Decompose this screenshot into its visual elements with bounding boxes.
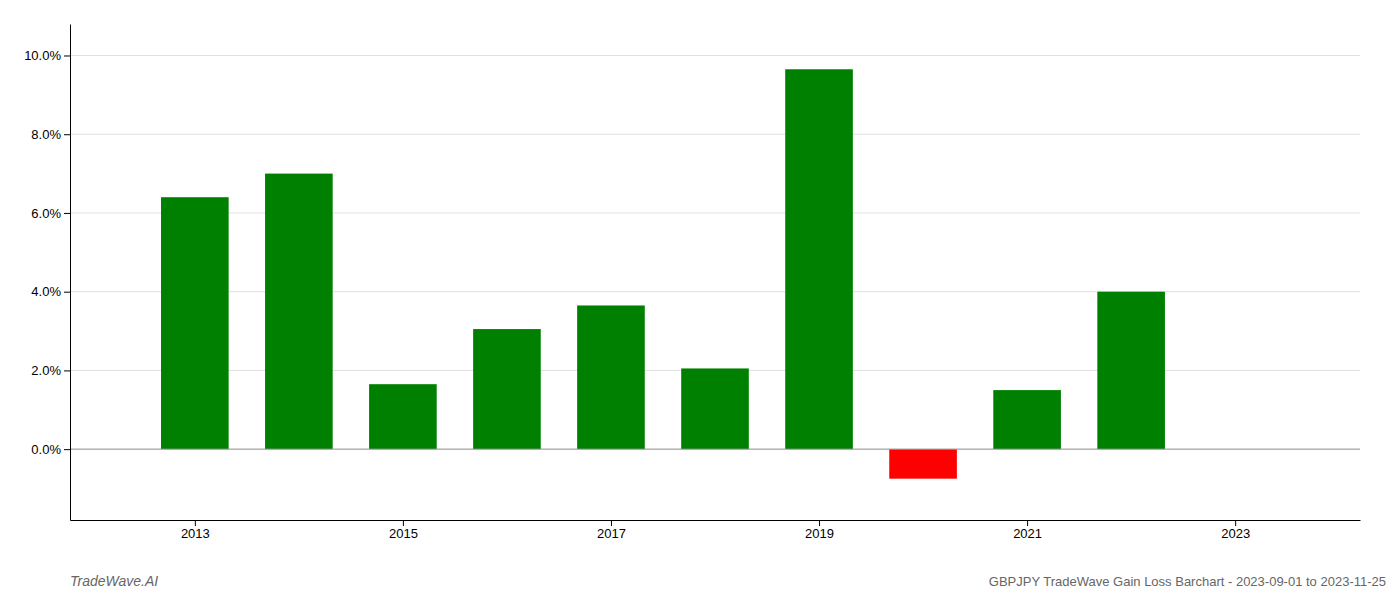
grid-line <box>70 212 1360 213</box>
bar <box>473 329 541 449</box>
x-tick-label: 2015 <box>389 526 418 541</box>
x-axis: 2013 2015 2017 2019 2021 2023 <box>71 520 1361 541</box>
x-tick: 2013 <box>181 520 210 541</box>
x-tick: 2015 <box>389 520 418 541</box>
bar <box>369 384 437 449</box>
x-tick-mark <box>819 520 820 526</box>
y-axis-line <box>70 25 71 521</box>
x-tick: 2021 <box>1013 520 1042 541</box>
bar <box>161 197 229 449</box>
x-tick-mark <box>1235 520 1236 526</box>
x-tick-label: 2023 <box>1221 526 1250 541</box>
bar <box>1097 292 1165 449</box>
x-tick: 2019 <box>805 520 834 541</box>
y-tick-label: 8.0% <box>31 127 61 142</box>
plot-area: 2013 2015 2017 2019 2021 2023 0.0% 2.0% 4.0% 6.0%… <box>24 25 1360 542</box>
grid-line <box>70 134 1360 135</box>
x-tick-mark <box>195 520 196 526</box>
grid-line <box>70 449 1360 450</box>
bar <box>265 174 333 450</box>
x-tick-mark <box>1027 520 1028 526</box>
zero-line <box>70 449 1360 450</box>
y-tick: 4.0% <box>31 284 70 299</box>
x-tick-mark <box>403 520 404 526</box>
x-tick: 2023 <box>1221 520 1250 541</box>
grid-line <box>70 55 1360 56</box>
bar <box>577 305 645 449</box>
y-tick: 8.0% <box>31 127 70 142</box>
x-tick-label: 2021 <box>1013 526 1042 541</box>
y-tick: 6.0% <box>31 206 70 221</box>
y-tick-label: 0.0% <box>31 442 61 457</box>
watermark: TradeWave.AI <box>70 573 158 589</box>
y-tick-mark <box>64 449 70 450</box>
y-tick-label: 10.0% <box>24 48 61 63</box>
y-tick-mark <box>64 370 70 371</box>
bar <box>889 449 957 479</box>
y-axis: 0.0% 2.0% 4.0% 6.0% 8.0% 10.0% <box>24 25 70 521</box>
bar <box>785 69 853 449</box>
y-tick: 10.0% <box>24 48 70 63</box>
x-tick-label: 2019 <box>805 526 834 541</box>
title: GBPJPY TradeWave Gain Loss Barchart - 20… <box>989 574 1386 589</box>
x-tick-mark <box>611 520 612 526</box>
y-tick-label: 2.0% <box>31 363 61 378</box>
x-tick: 2017 <box>597 520 626 541</box>
y-tick: 2.0% <box>31 363 70 378</box>
bars <box>161 69 1165 478</box>
y-tick-label: 6.0% <box>31 206 61 221</box>
y-tick-label: 4.0% <box>31 284 61 299</box>
y-tick-mark <box>64 292 70 293</box>
x-tick-label: 2017 <box>597 526 626 541</box>
x-tick-label: 2013 <box>181 526 210 541</box>
bar <box>993 390 1061 449</box>
y-tick-mark <box>64 213 70 214</box>
y-tick-mark <box>64 134 70 135</box>
y-tick-mark <box>64 55 70 56</box>
grid-line <box>70 291 1360 292</box>
y-tick: 0.0% <box>31 442 70 457</box>
chart: 2013 2015 2017 2019 2021 2023 0.0% 2.0% 4.0% 6.0%… <box>0 0 1400 600</box>
grid <box>70 55 1360 449</box>
bar <box>681 368 749 449</box>
x-axis-line <box>71 520 1361 521</box>
